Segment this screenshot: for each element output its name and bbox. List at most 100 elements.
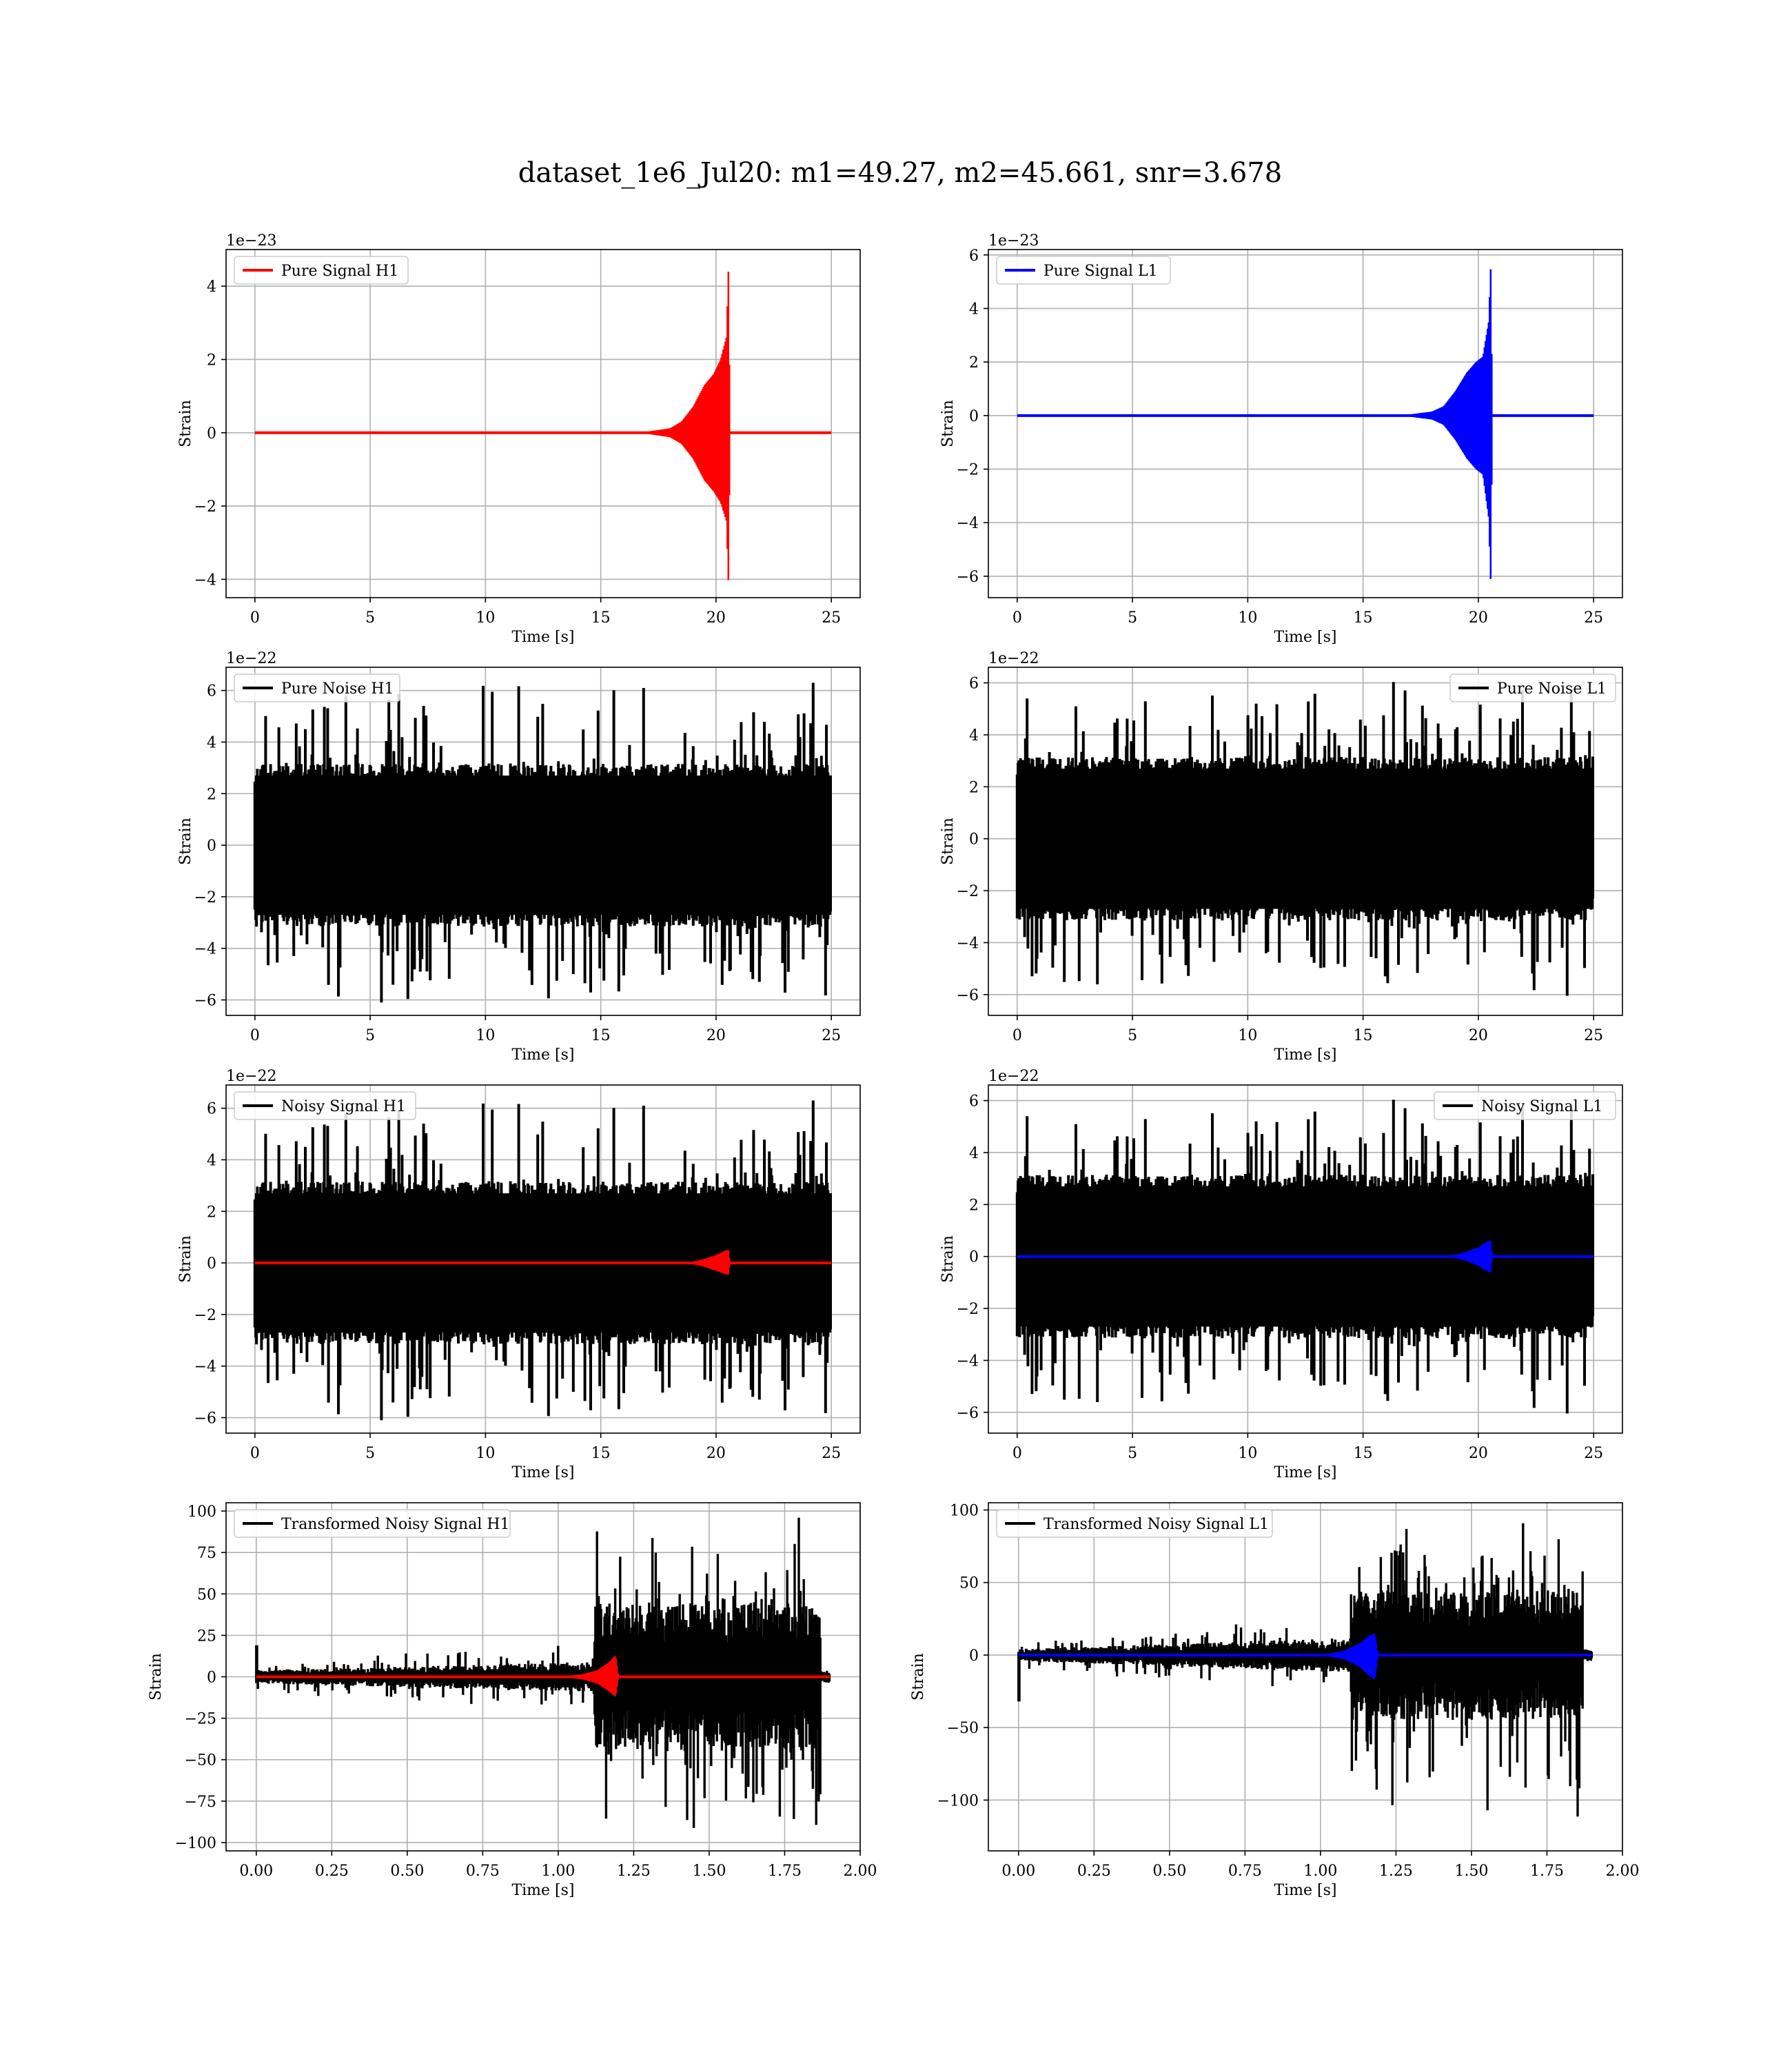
x-tick-label: 20 [1469,1445,1488,1462]
x-tick-label: 0 [1012,1445,1022,1462]
axis-offset-label: 1e−23 [988,232,1039,250]
legend-box [996,1509,1273,1538]
y-axis-label: Strain [939,1235,957,1283]
legend-box [234,1091,416,1120]
y-tick-label: 6 [207,683,216,700]
x-tick-label: 0 [250,1445,260,1462]
y-tick-label: 2 [207,352,216,369]
x-tick-label: 25 [822,1445,841,1462]
y-tick-label: −2 [957,883,979,900]
axes-frame [988,667,1623,1016]
axis-offset-label: 1e−23 [226,232,276,250]
axis-offset-label: 1e−22 [988,1068,1039,1085]
x-axis-label: Time [s] [511,1882,574,1899]
y-tick-label: 6 [969,247,979,265]
axis-offset-label: 1e−22 [226,650,276,667]
legend-label: Pure Signal H1 [281,263,398,280]
y-tick-label: 2 [969,1197,979,1214]
y-axis-label: Strain [910,1653,927,1701]
y-tick-label: −50 [947,1720,979,1737]
y-tick-label: 0 [969,831,979,849]
x-tick-label: 5 [365,1445,375,1462]
y-tick-label: 4 [969,727,979,744]
x-tick-label: 5 [1128,1445,1137,1462]
y-tick-label: 4 [969,1145,979,1162]
y-tick-label: 50 [197,1586,216,1603]
axes-frame [225,1084,861,1434]
plot-area [1015,682,1594,996]
x-tick-label: 2.00 [844,1863,877,1880]
y-tick-label: 0 [207,1670,216,1687]
plot-area [253,1100,832,1421]
plot-area [1015,1099,1594,1414]
noise-core [254,776,832,915]
x-axis-label: Time [s] [1274,1046,1336,1064]
x-tick-label: 1.25 [617,1863,651,1880]
y-tick-label: −6 [194,1410,216,1428]
axis-offset-label: 1e−22 [226,1068,276,1085]
y-tick-label: −6 [957,987,979,1004]
y-tick-label: −4 [957,1352,979,1370]
y-tick-label: 75 [197,1545,216,1562]
y-tick-label: −2 [957,462,979,479]
y-tick-label: −4 [957,935,979,952]
y-tick-label: −25 [185,1711,216,1728]
y-tick-label: −2 [194,498,216,516]
y-tick-label: 4 [207,278,216,296]
x-tick-label: 1.50 [692,1863,726,1880]
legend-box [234,256,409,285]
x-tick-label: 10 [476,1027,495,1044]
x-tick-label: 15 [591,609,611,627]
legend-label: Transformed Noisy Signal L1 [1043,1516,1269,1533]
y-tick-label: 4 [969,301,979,318]
y-tick-label: −4 [957,515,979,532]
figure-title: dataset_1e6_Jul20: m1=49.27, m2=45.661, … [518,157,1283,189]
x-tick-label: 1.75 [1530,1863,1564,1880]
plot-area [1017,269,1594,579]
y-tick-label: −2 [194,1307,216,1324]
x-tick-label: 20 [706,1445,726,1462]
x-tick-label: 0.50 [390,1863,424,1880]
x-tick-label: 5 [1128,609,1137,627]
x-tick-label: 0 [1012,609,1022,627]
x-tick-label: 1.50 [1454,1863,1488,1880]
legend-box [1434,1091,1616,1120]
x-axis-label: Time [s] [511,1464,574,1481]
plot-area [254,272,832,580]
y-tick-label: −100 [937,1792,979,1810]
x-tick-label: 25 [1584,1027,1603,1044]
y-axis-label: Strain [939,400,957,447]
y-tick-label: −6 [194,993,216,1010]
y-tick-label: 0 [207,425,216,443]
x-tick-label: 15 [591,1027,611,1044]
x-tick-label: 10 [1238,1445,1257,1462]
axes-frame [988,1502,1623,1852]
x-tick-label: 1.25 [1379,1863,1413,1880]
y-tick-label: 25 [197,1628,216,1645]
y-tick-label: 100 [187,1503,216,1521]
x-tick-label: 25 [822,609,841,627]
y-tick-label: 100 [950,1503,979,1520]
x-tick-label: 0 [250,1027,260,1044]
x-tick-label: 1.00 [541,1863,575,1880]
y-tick-label: 6 [207,1101,216,1118]
x-tick-label: 5 [1128,1027,1137,1044]
legend-label: Pure Noise H1 [281,680,394,698]
plot-area [1017,1523,1594,1817]
plot-area [255,1517,831,1828]
x-tick-label: 25 [1584,1445,1603,1462]
legend-label: Noisy Signal H1 [281,1098,406,1115]
x-tick-label: 0.75 [1228,1863,1262,1880]
legend-label: Pure Noise L1 [1497,680,1607,698]
x-tick-label: 20 [706,609,726,627]
x-axis-label: Time [s] [1274,629,1336,646]
legend-box [996,256,1171,285]
y-axis-label: Strain [939,818,957,865]
y-tick-label: 0 [969,1648,979,1665]
x-tick-label: 15 [591,1445,611,1462]
y-tick-label: 4 [207,734,216,751]
